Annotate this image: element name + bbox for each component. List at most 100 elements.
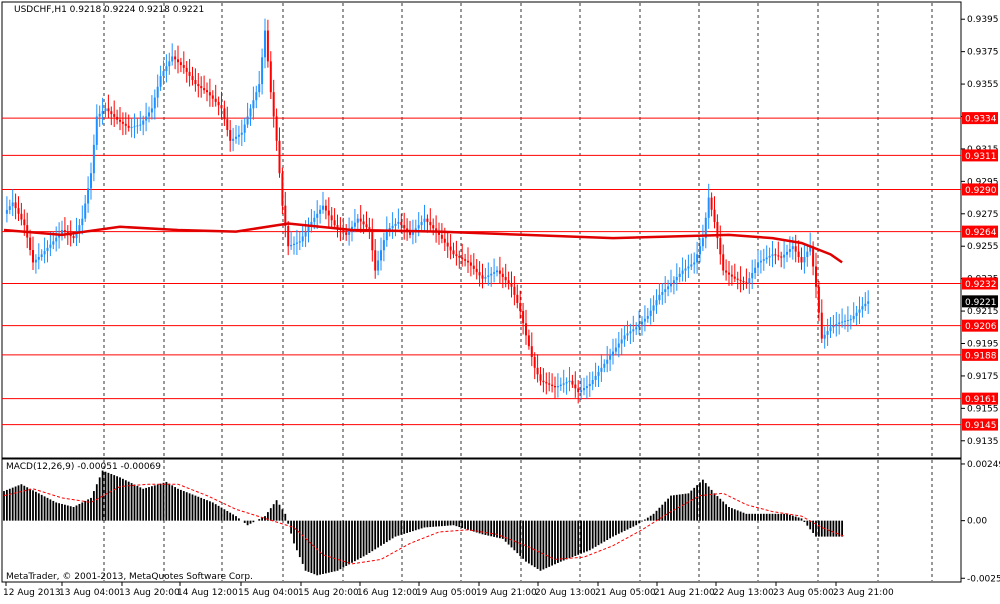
candle-body (577, 388, 580, 393)
candle-body (643, 318, 646, 322)
candle-body (116, 116, 119, 120)
candle-body (284, 205, 287, 226)
candle-body (591, 379, 594, 385)
candle-body (548, 383, 551, 385)
candle-body (130, 127, 133, 129)
candle-body (777, 255, 780, 257)
candle-body (342, 230, 345, 233)
candle-body (104, 108, 107, 112)
candle-body (229, 130, 232, 141)
candle-body (501, 273, 504, 278)
candle-body (562, 383, 565, 385)
candle-body (507, 280, 510, 284)
candle-body (678, 273, 681, 278)
candle-body (150, 108, 153, 113)
candle-body (174, 56, 177, 60)
candle-body (420, 221, 423, 226)
candle-body (812, 246, 815, 267)
candle-body (237, 134, 240, 137)
candle-body (603, 363, 606, 368)
candle-body (559, 384, 562, 386)
candle-body (72, 236, 75, 239)
candle-body (809, 246, 812, 252)
candle-body (516, 294, 519, 303)
candle-body (316, 213, 319, 218)
time-label: 19 Aug 05:00 (416, 588, 477, 598)
candle-body (788, 249, 791, 252)
time-label: 12 Aug 2013 (3, 588, 61, 598)
candle-body (107, 108, 110, 112)
candle-body (646, 315, 649, 319)
time-label: 13 Aug 04:00 (59, 588, 120, 598)
time-label: 15 Aug 04:00 (238, 588, 299, 598)
level-badge-label: 0.9206 (965, 322, 997, 332)
candle-body (327, 210, 330, 216)
candle-body (145, 116, 148, 121)
candle-body (475, 268, 478, 273)
candle-body (55, 237, 58, 242)
candle-body (635, 327, 638, 330)
candle-body (217, 101, 220, 106)
candle-body (661, 292, 664, 295)
candle-body (226, 119, 229, 131)
macd-axis: 0.00249 0.00 -0.00253 (961, 460, 1000, 584)
candle-body (185, 67, 188, 72)
candle-body (748, 278, 751, 284)
candle-body (449, 246, 452, 251)
candle-body (846, 319, 849, 321)
candle-body (487, 275, 490, 278)
candle-body (365, 224, 368, 228)
candle-body (61, 230, 63, 234)
candle-body (774, 254, 777, 256)
candle-body (484, 277, 487, 279)
candle-body (446, 242, 449, 247)
candle-body (554, 385, 556, 388)
chart-title: USDCHF,H1 0.9218 0.9224 0.9218 0.9221 (14, 5, 204, 15)
candle-body (426, 218, 429, 222)
candle-body (844, 320, 846, 322)
candle-body (580, 390, 583, 393)
candle-body (188, 71, 191, 76)
candle-body (52, 241, 55, 245)
candle-body (136, 125, 139, 127)
candle-body (20, 213, 23, 220)
candle-body (243, 124, 246, 133)
candle-body (356, 218, 359, 223)
main-panel-frame (1, 1, 962, 459)
candle-body (751, 272, 754, 279)
candle-body (301, 236, 304, 242)
time-label: 23 Aug 05:00 (773, 588, 834, 598)
candle-body (730, 274, 733, 277)
candle-body (762, 259, 765, 261)
candle-body (641, 321, 643, 325)
candle-body (620, 339, 623, 344)
price-tick-label: 0.9275 (967, 210, 999, 220)
candle-body (313, 217, 316, 222)
candle-body (278, 140, 281, 174)
candle-body (333, 220, 336, 226)
candle-body (385, 230, 388, 241)
candle-body (156, 86, 159, 98)
candle-body (783, 254, 786, 258)
candle-body (32, 249, 34, 263)
candle-body (542, 380, 545, 383)
candle-body (826, 331, 829, 335)
candle-body (556, 385, 559, 388)
candle-body (435, 228, 438, 232)
candle-body (806, 251, 809, 258)
candle-body (600, 367, 603, 372)
candle-body (391, 225, 394, 228)
candle-body (177, 59, 179, 63)
candle-body (701, 238, 704, 247)
price-tick-label: 0.9175 (967, 372, 999, 382)
level-badge (962, 183, 998, 196)
candle-body (440, 234, 443, 239)
candle-body (525, 323, 527, 336)
candle-body (469, 262, 472, 266)
candle-body (658, 294, 661, 301)
candle-body (838, 322, 841, 325)
candle-body (458, 255, 461, 258)
candle-body (849, 319, 852, 321)
